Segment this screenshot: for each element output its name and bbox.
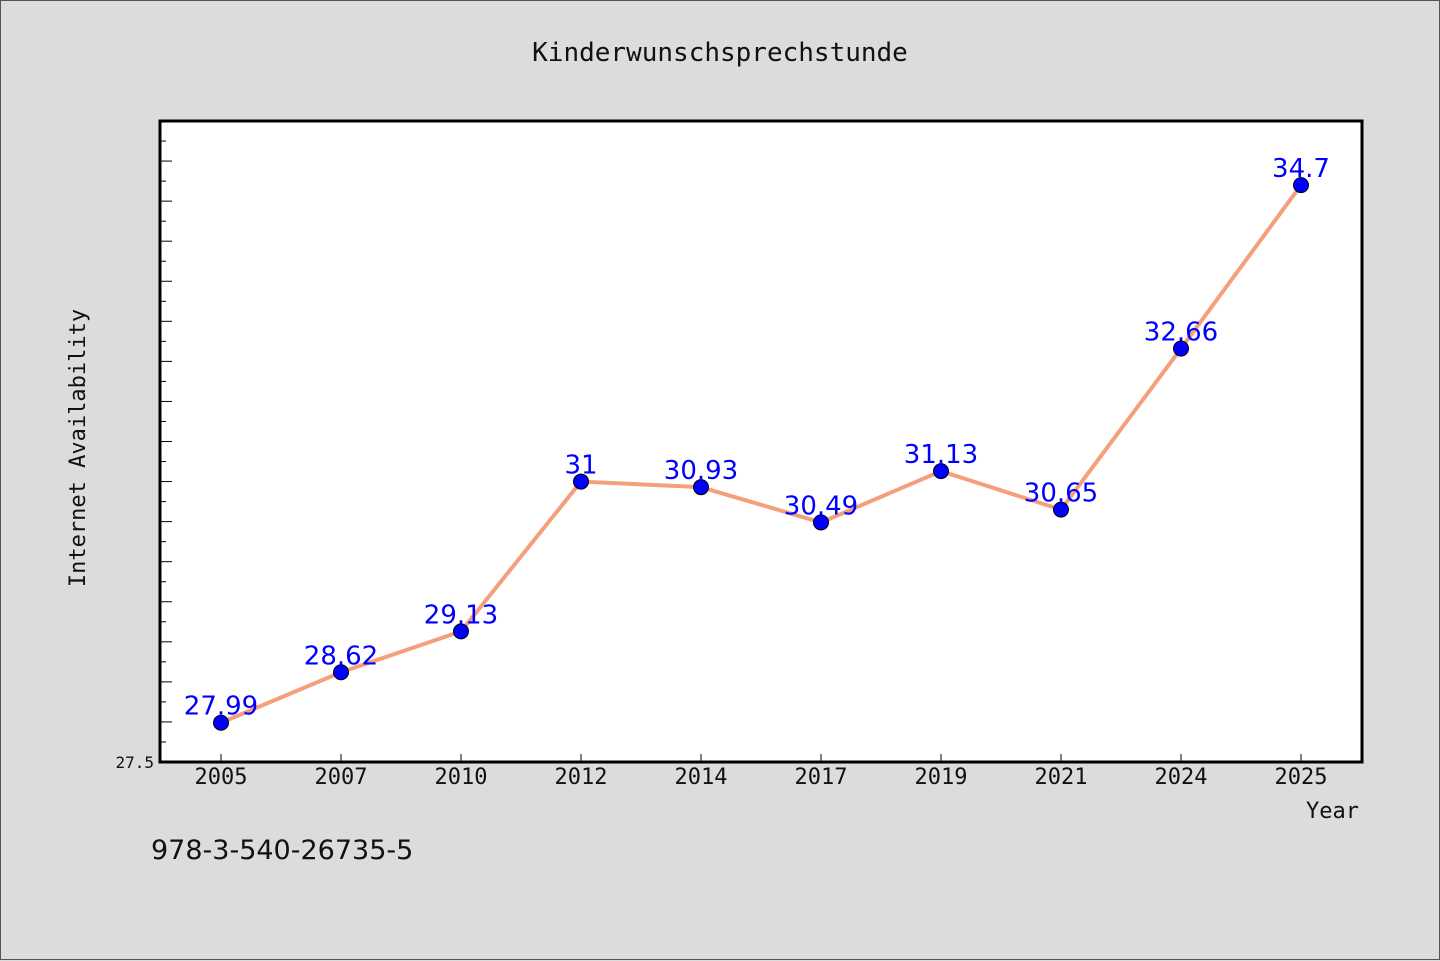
data-point-marker (1173, 340, 1189, 357)
x-tick-label: 2024 (1155, 765, 1208, 790)
data-point-marker (573, 473, 589, 490)
x-tick-label: 2007 (315, 765, 368, 790)
plot-area (158, 119, 1364, 764)
data-label: 28.62 (304, 641, 378, 671)
y-axis-label: Internet Availability (66, 309, 91, 587)
data-label: 27.99 (184, 692, 258, 722)
data-label: 30.49 (784, 491, 858, 521)
data-label: 30.93 (664, 456, 738, 486)
chart-title: Kinderwunschsprechstunde (532, 38, 908, 68)
series-markers (213, 177, 1309, 731)
data-label: 30.65 (1024, 479, 1098, 509)
x-axis-ticks: 2005 2007 2010 2012 2014 2017 2019 2021 2024 2025 (195, 754, 1328, 790)
data-point-marker (1053, 501, 1069, 518)
series-line (220, 183, 1303, 725)
x-tick-label: 2010 (435, 765, 488, 790)
data-label: 31.13 (904, 440, 978, 470)
x-axis-label: Year (1306, 799, 1359, 824)
data-label: 31 (564, 451, 597, 481)
data-point-marker (933, 463, 949, 480)
data-point-marker (453, 623, 469, 640)
x-tick-label: 2012 (555, 765, 608, 790)
x-tick-label: 2021 (1035, 765, 1088, 790)
data-label: 34.7 (1272, 154, 1330, 184)
y-tick-label: 27.5 (115, 753, 154, 772)
data-point-marker (693, 479, 709, 496)
isbn-caption: 978-3-540-26735-5 (151, 835, 414, 866)
x-tick-label: 2014 (675, 765, 728, 790)
data-point-marker (213, 714, 229, 731)
x-tick-label: 2017 (795, 765, 848, 790)
y-axis-ticks: 27.5 (115, 120, 172, 772)
data-labels: 27.99 28.62 29.13 31 30.93 30.49 31.13 30.65 32.… (184, 154, 1330, 722)
x-tick-label: 2005 (195, 765, 248, 790)
data-point-marker (813, 514, 829, 531)
data-point-marker (333, 664, 349, 681)
data-label: 29.13 (424, 600, 498, 630)
data-point-marker (1293, 177, 1309, 194)
data-label: 32.66 (1144, 318, 1218, 348)
x-tick-label: 2019 (915, 765, 968, 790)
x-tick-label: 2025 (1275, 765, 1328, 790)
